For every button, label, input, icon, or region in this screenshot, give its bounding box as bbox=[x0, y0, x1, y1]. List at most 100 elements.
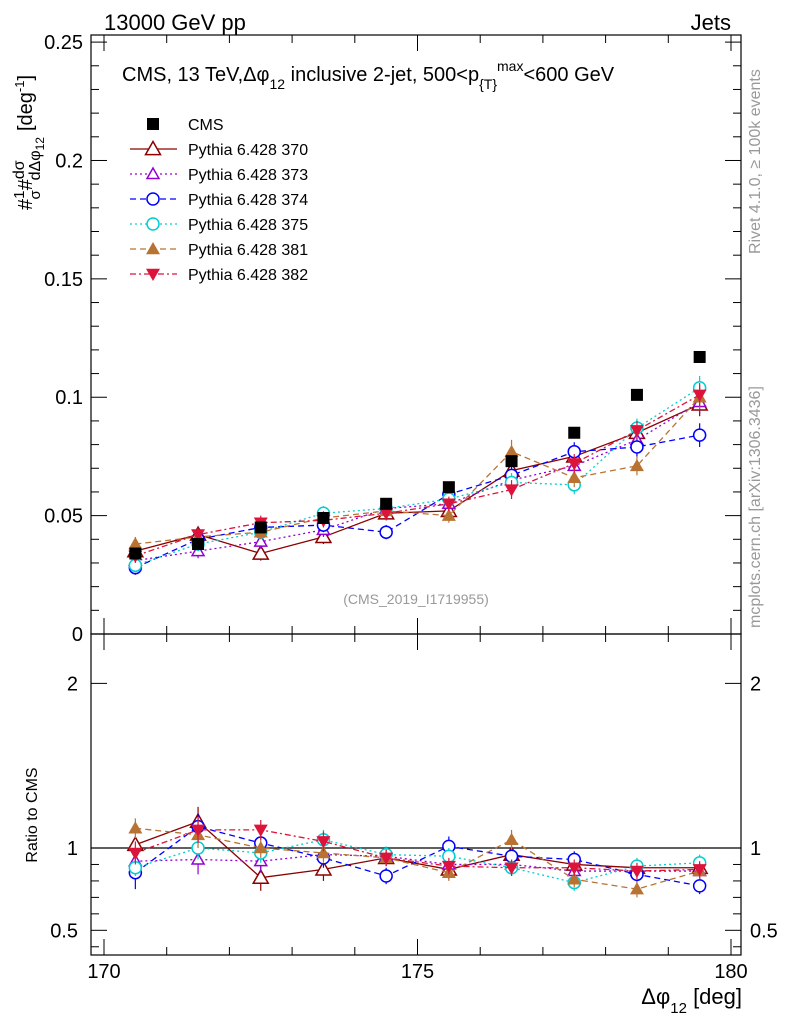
x-tick-label: 175 bbox=[401, 961, 434, 983]
data-point-382 bbox=[441, 498, 456, 511]
ratio-y-tick-label-right: 2 bbox=[750, 673, 761, 695]
data-point-382 bbox=[191, 529, 206, 542]
legend-label-370: Pythia 6.428 370 bbox=[188, 142, 308, 159]
ratio-point-382 bbox=[253, 824, 268, 837]
data-point-382 bbox=[379, 508, 394, 521]
legend-marker-375 bbox=[146, 217, 160, 231]
data-point-382 bbox=[692, 389, 707, 402]
legend-marker-CMS bbox=[147, 118, 159, 130]
series-375 bbox=[128, 375, 707, 573]
ratio-point-381 bbox=[629, 882, 644, 895]
legend-entry-375: Pythia 6.428 375 bbox=[130, 217, 308, 234]
legend-label-374: Pythia 6.428 374 bbox=[188, 192, 308, 209]
ratio-axis-ticks bbox=[91, 634, 741, 955]
data-point-CMS bbox=[568, 426, 581, 439]
mcplots-label: mcplots.cern.ch [arXiv:1306.3436] bbox=[747, 386, 764, 628]
ratio-point-381 bbox=[253, 841, 268, 854]
main-y-tick-label: 0.2 bbox=[55, 150, 83, 172]
ratio-point-370 bbox=[314, 860, 333, 876]
x-tick-labels: 170 175 180 bbox=[87, 961, 747, 983]
legend-marker-373 bbox=[145, 166, 161, 180]
legend-entry-374: Pythia 6.428 374 bbox=[130, 192, 308, 209]
ratio-point-381 bbox=[504, 832, 519, 846]
ratio-point-382 bbox=[692, 864, 707, 877]
ratio-series-370 bbox=[126, 806, 709, 891]
ratio-point-382 bbox=[128, 847, 143, 860]
main-y-tick-label: 0.05 bbox=[44, 506, 83, 528]
ratio-y-tick-labels: 0.5 0.5 1 1 2 2 bbox=[50, 673, 778, 942]
legend-label-CMS: CMS bbox=[188, 117, 224, 134]
main-y-axis-label: #1σ#dσdΔφ12[deg-1] bbox=[11, 75, 47, 210]
ratio-point-382 bbox=[567, 862, 582, 875]
legend-marker-382 bbox=[146, 268, 160, 281]
ratio-y-tick-label-right: 0.5 bbox=[750, 920, 778, 942]
legend-entry-381: Pythia 6.428 381 bbox=[130, 242, 308, 259]
series-381 bbox=[128, 385, 707, 552]
x-tick-label: 170 bbox=[87, 961, 120, 983]
ratio-y-axis-label: Ratio to CMS bbox=[24, 767, 41, 862]
data-point-CMS bbox=[129, 547, 142, 560]
ratio-line-382 bbox=[135, 829, 700, 872]
legend-label-381: Pythia 6.428 381 bbox=[188, 242, 308, 259]
ratio-point-382 bbox=[379, 852, 394, 865]
legend-label-382: Pythia 6.428 382 bbox=[188, 267, 308, 284]
svg-text:#1σ#dσdΔφ12[deg-1]: #1σ#dσdΔφ12[deg-1] bbox=[11, 75, 47, 210]
legend-entry-382: Pythia 6.428 382 bbox=[130, 267, 308, 284]
data-point-CMS bbox=[505, 455, 518, 468]
series-line-382 bbox=[135, 394, 700, 557]
data-point-382 bbox=[567, 458, 582, 471]
main-series-group bbox=[126, 350, 709, 575]
series-CMS bbox=[129, 350, 706, 560]
data-point-382 bbox=[504, 484, 519, 497]
legend-label-375: Pythia 6.428 375 bbox=[188, 217, 308, 234]
ratio-series-382 bbox=[128, 816, 707, 880]
x-axis-label: Δφ12 [deg] bbox=[641, 984, 742, 1017]
ratio-point-374 bbox=[692, 879, 707, 893]
data-point-CMS bbox=[254, 521, 267, 534]
data-point-CMS bbox=[317, 511, 330, 524]
analysis-watermark: (CMS_2019_I1719955) bbox=[343, 591, 489, 607]
ratio-line-370 bbox=[135, 820, 700, 879]
ratio-point-381 bbox=[128, 821, 143, 834]
data-point-374 bbox=[630, 440, 644, 454]
series-line-381 bbox=[135, 396, 701, 545]
data-point-381 bbox=[441, 508, 456, 521]
legend: CMS Pythia 6.428 370 Pythia 6.428 373 Pythi… bbox=[130, 117, 308, 284]
ratio-line-381 bbox=[135, 827, 700, 890]
legend-entry-CMS: CMS bbox=[147, 117, 224, 134]
ratio-y-tick-label-right: 1 bbox=[750, 838, 761, 860]
header-right: Jets bbox=[691, 10, 731, 35]
chart-title: CMS, 13 TeV,Δφ12 inclusive 2-jet, 500<p{… bbox=[122, 58, 615, 92]
legend-marker-370 bbox=[144, 139, 162, 156]
data-point-CMS bbox=[693, 350, 706, 363]
ratio-line-375 bbox=[135, 839, 700, 884]
data-point-381 bbox=[128, 537, 143, 550]
data-point-370 bbox=[251, 544, 270, 560]
legend-label-373: Pythia 6.428 373 bbox=[188, 167, 308, 184]
main-y-tick-label: 0.25 bbox=[44, 32, 83, 54]
legend-marker-374 bbox=[146, 192, 160, 206]
ratio-point-382 bbox=[504, 862, 519, 875]
legend-entry-370: Pythia 6.428 370 bbox=[130, 139, 308, 159]
ratio-series-381 bbox=[128, 818, 707, 898]
rivet-label: Rivet 4.1.0, ≥ 100k events bbox=[747, 69, 764, 254]
series-374 bbox=[128, 423, 707, 575]
series-370 bbox=[126, 392, 709, 561]
ratio-point-382 bbox=[441, 860, 456, 874]
ratio-point-381 bbox=[316, 845, 331, 859]
ratio-point-382 bbox=[191, 824, 206, 837]
main-y-tick-label: 0.15 bbox=[44, 269, 83, 291]
data-point-373 bbox=[253, 534, 269, 547]
ratio-y-tick-label-left: 2 bbox=[67, 673, 78, 695]
series-line-373 bbox=[135, 401, 700, 562]
series-373 bbox=[128, 390, 707, 568]
data-point-CMS bbox=[630, 388, 643, 401]
data-point-374 bbox=[379, 525, 393, 539]
ratio-y-tick-label-left: 0.5 bbox=[50, 920, 78, 942]
main-y-tick-label: 0 bbox=[72, 624, 83, 646]
ratio-line-374 bbox=[134, 825, 700, 887]
data-point-CMS bbox=[380, 497, 393, 510]
series-line-370 bbox=[135, 403, 700, 555]
ratio-point-370 bbox=[251, 868, 270, 885]
